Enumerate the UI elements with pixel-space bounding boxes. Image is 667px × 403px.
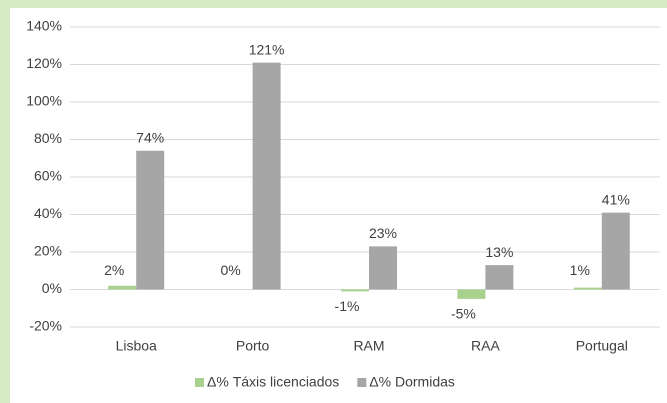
- bar: [108, 285, 137, 290]
- bar: [252, 62, 281, 290]
- bar: [457, 289, 486, 299]
- data-label: 41%: [602, 191, 630, 207]
- bar: [369, 246, 397, 290]
- y-tick-label: 40%: [34, 205, 62, 221]
- bar: [485, 265, 514, 290]
- y-tick-label: 0%: [42, 280, 62, 296]
- bar: [136, 150, 165, 290]
- y-tick-label: 120%: [26, 55, 62, 71]
- chart-area: [10, 8, 667, 403]
- x-tick-label: RAA: [471, 338, 500, 354]
- data-label: 23%: [369, 225, 397, 241]
- y-tick-label: 80%: [34, 130, 62, 146]
- data-label: -5%: [451, 306, 476, 322]
- legend-label: Δ% Dormidas: [369, 374, 455, 390]
- data-label: 74%: [136, 129, 164, 145]
- data-label: -1%: [335, 298, 360, 314]
- bar: [573, 287, 602, 290]
- legend-label: Δ% Táxis licenciados: [207, 374, 339, 390]
- y-tick-label: 140%: [26, 18, 62, 34]
- y-tick-label: 60%: [34, 168, 62, 184]
- data-label: 0%: [220, 262, 240, 278]
- y-tick-label: 20%: [34, 243, 62, 259]
- y-tick-label: -20%: [29, 318, 62, 334]
- bar: [341, 289, 369, 292]
- x-tick-label: Porto: [236, 338, 270, 354]
- x-tick-label: Portugal: [576, 338, 628, 354]
- y-tick-label: 100%: [26, 93, 62, 109]
- x-tick-label: Lisboa: [116, 338, 157, 354]
- data-label: 121%: [249, 41, 285, 57]
- legend-swatch: [357, 378, 367, 387]
- x-tick-label: RAM: [353, 338, 384, 354]
- data-label: 2%: [104, 262, 124, 278]
- bar: [601, 212, 630, 290]
- legend-swatch: [195, 378, 204, 387]
- data-label: 13%: [485, 244, 513, 260]
- data-label: 1%: [570, 262, 590, 278]
